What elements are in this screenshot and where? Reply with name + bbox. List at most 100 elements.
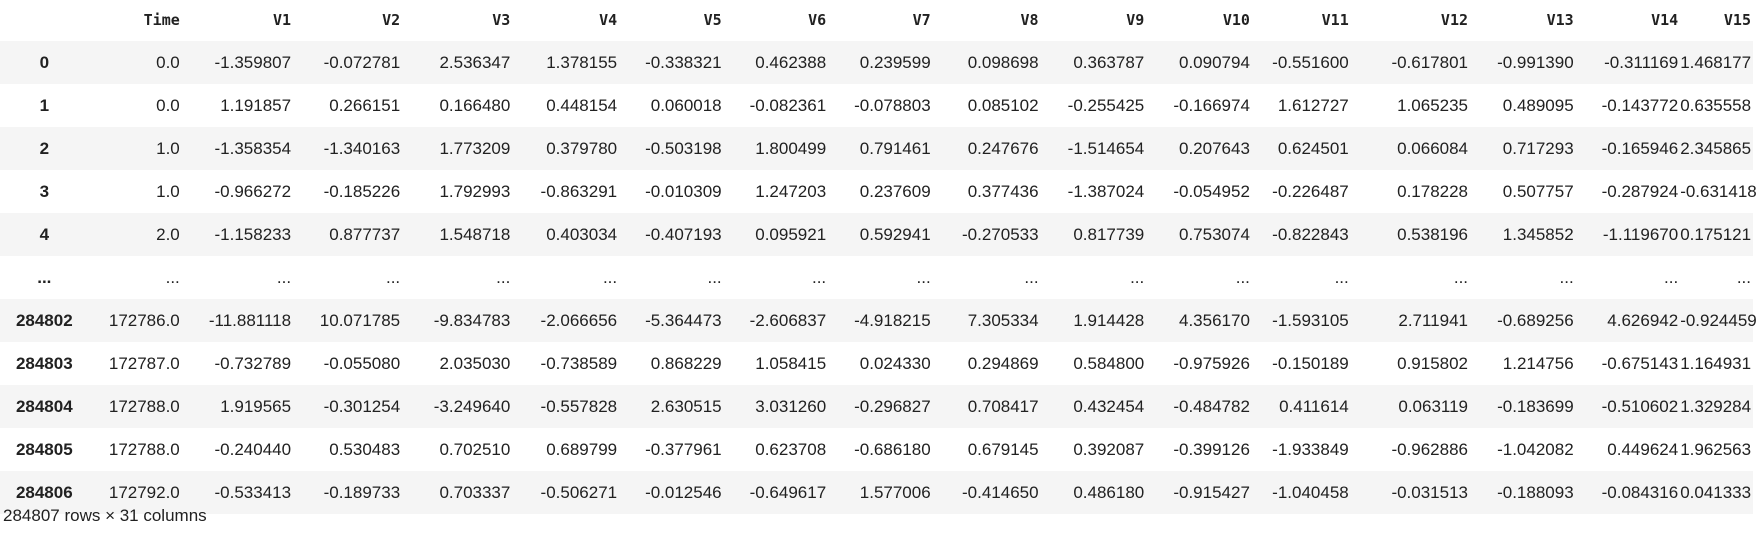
table-cell: 1.468177 [1680,53,1752,72]
table-cell: 1.577006 [859,483,931,502]
table-cell: 172788.0 [108,397,180,416]
table-cell: -0.166974 [1173,96,1250,115]
table-cell: 0.689799 [546,440,618,459]
table-cell: -5.364473 [645,311,722,330]
table-row: 284803 172787.0 -0.732789 -0.055080 2.035030… [0,342,1753,385]
table-row: 284802 172786.0 -11.881118 10.071785 -9.8347… [0,299,1756,342]
table-cell: 0.486180 [1073,483,1145,502]
table-cell: -0.551600 [1272,53,1349,72]
table-cell: 1.345852 [1502,225,1574,244]
table-cell: 0.379780 [546,139,618,158]
table-cell: 1.800499 [755,139,827,158]
table-cell: 0.178228 [1397,182,1469,201]
table-cell: -0.506271 [540,483,618,502]
table-cell: ... [165,268,180,287]
table-body: 0 0.0 -1.359807 -0.072781 2.536347 1.378155 -0… [0,41,1756,514]
table-cell: 4.626942 [1607,311,1679,330]
table-cell: -1.119670 [1602,225,1679,244]
table-cell: 1.0 [156,182,180,201]
table-cell: 0.085102 [967,96,1039,115]
column-header: V8 [1020,11,1039,29]
column-header: V4 [599,11,618,29]
table-cell: 0.623708 [755,440,827,459]
table-cell: -0.617801 [1391,53,1469,72]
table-cell: 1.247203 [755,182,827,201]
table-cell: -0.296827 [854,397,931,416]
table-row: 0 0.0 -1.359807 -0.072781 2.536347 1.378155 -0… [0,41,1753,84]
table-cell: -1.359807 [214,53,292,72]
row-index: 284806 [15,483,73,502]
table-cell: -0.084316 [1601,483,1679,502]
table-cell: -0.143772 [1601,96,1679,115]
column-header: V3 [492,11,511,29]
table-cell: 1.919565 [220,397,292,416]
table-cell: 0.098698 [967,53,1039,72]
table-cell: -0.270533 [962,225,1039,244]
table-cell: -0.082361 [749,96,827,115]
table-cell: -0.399126 [1173,440,1250,459]
table-cell: -11.881118 [208,311,292,330]
table-row: ........................................… [0,256,1753,299]
row-index: 2 [39,139,50,158]
table-cell: -0.675143 [1601,354,1679,373]
table-cell: -0.924459 [1680,311,1756,330]
table-cell: 1.191857 [220,96,292,115]
table-cell: -0.863291 [540,182,618,201]
table-cell: -2.066656 [540,311,618,330]
table-cell: -0.966272 [214,182,292,201]
table-cell: ... [707,268,722,287]
row-index: 284803 [15,354,73,373]
table-cell: -0.686180 [854,440,931,459]
table-cell: 1.329284 [1680,397,1752,416]
table-cell: 2.0 [156,225,180,244]
table-cell: -0.072781 [323,53,401,72]
table-cell: 0.530483 [329,440,401,459]
table-cell: -2.606837 [749,311,827,330]
table-cell: 0.708417 [967,397,1039,416]
column-header: V12 [1440,11,1469,29]
table-cell: 0.060018 [650,96,722,115]
table-cell: -1.358354 [214,139,292,158]
table-cell: ... [916,268,931,287]
table-cell: 10.071785 [319,311,401,330]
table-cell: -0.738589 [540,354,618,373]
table-cell: ... [1664,268,1679,287]
table-cell: 0.507757 [1502,182,1574,201]
table-cell: 0.717293 [1502,139,1574,158]
row-index: 0 [39,53,50,72]
table-cell: ... [1024,268,1039,287]
table-cell: 172786.0 [108,311,180,330]
table-cell: -0.055080 [323,354,401,373]
table-row: 1 0.0 1.191857 0.266151 0.166480 0.448154 0.06… [0,84,1753,127]
table-cell: -0.338321 [645,53,722,72]
table-cell: 0.868229 [650,354,722,373]
table-cell: 2.630515 [650,397,722,416]
table-cell: -0.054952 [1173,182,1250,201]
table-cell: 2.035030 [439,354,511,373]
table-cell: 0.703337 [439,483,511,502]
table-cell: 0.024330 [859,354,931,373]
table-cell: ... [276,268,292,287]
table-cell: 0.432454 [1073,397,1145,416]
table-cell: 0.266151 [329,96,401,115]
table-cell: -0.962886 [1391,440,1469,459]
table-row: 2 1.0 -1.358354 -1.340163 1.773209 0.379780 -0… [0,127,1753,170]
table-cell: -0.185226 [323,182,401,201]
row-index: 284804 [15,397,73,416]
table-cell: 0.041333 [1680,483,1752,502]
table-cell: -0.407193 [645,225,722,244]
column-header: V6 [808,11,827,29]
table-cell: -0.822843 [1272,225,1349,244]
table-cell: -3.249640 [433,397,511,416]
table-cell: ... [1334,268,1349,287]
table-cell: 0.635558 [1680,96,1752,115]
table-cell: 0.090794 [1179,53,1250,72]
table-cell: -1.158233 [214,225,292,244]
table-cell: 3.031260 [755,397,827,416]
table-cell: -0.165946 [1601,139,1679,158]
row-index: 4 [39,225,50,244]
table-cell: 1.792993 [439,182,511,201]
row-index: 1 [39,96,50,115]
table-cell: 2.711941 [1398,311,1469,330]
table-cell: -1.340163 [323,139,401,158]
